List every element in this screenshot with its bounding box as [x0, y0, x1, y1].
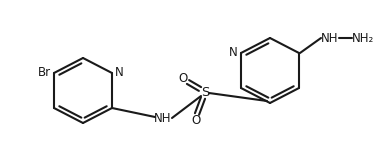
Text: O: O	[179, 72, 188, 85]
Text: N: N	[229, 47, 238, 60]
Text: N: N	[115, 67, 124, 80]
Text: Br: Br	[38, 67, 51, 80]
Text: O: O	[191, 114, 200, 127]
Text: NH₂: NH₂	[352, 31, 374, 45]
Text: S: S	[201, 86, 209, 100]
Text: NH: NH	[154, 113, 172, 125]
Text: NH: NH	[321, 31, 339, 45]
